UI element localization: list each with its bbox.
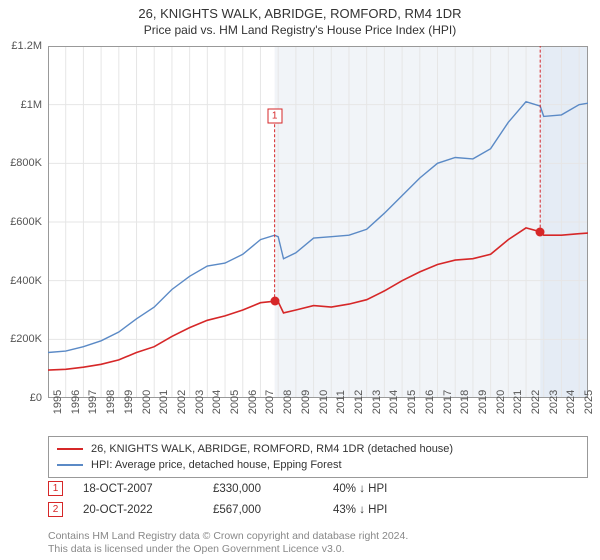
x-tick-label: 2017 [442, 390, 454, 414]
chart-title: 26, KNIGHTS WALK, ABRIDGE, ROMFORD, RM4 … [0, 0, 600, 21]
x-tick-label: 2016 [424, 390, 436, 414]
x-tick-label: 2003 [194, 390, 206, 414]
x-tick-label: 2009 [300, 390, 312, 414]
sale-marker-icon: 1 [48, 481, 63, 496]
sale-date: 20-OCT-2022 [83, 504, 193, 516]
sales-table: 1 18-OCT-2007 £330,000 40% ↓ HPI 2 20-OC… [48, 478, 588, 520]
x-tick-label: 2001 [158, 390, 170, 414]
legend-label: HPI: Average price, detached house, Eppi… [91, 457, 342, 473]
chart-container: 26, KNIGHTS WALK, ABRIDGE, ROMFORD, RM4 … [0, 0, 600, 560]
x-tick-label: 1995 [52, 390, 64, 414]
x-tick-label: 2022 [530, 390, 542, 414]
sale-date: 18-OCT-2007 [83, 483, 193, 495]
sale-marker-icon: 2 [48, 502, 63, 517]
x-tick-label: 2015 [406, 390, 418, 414]
line-chart-svg [48, 46, 588, 398]
x-tick-label: 2012 [353, 390, 365, 414]
x-tick-label: 2004 [211, 390, 223, 414]
x-tick-label: 2008 [282, 390, 294, 414]
footer-line: Contains HM Land Registry data © Crown c… [48, 530, 408, 543]
x-tick-label: 2011 [335, 390, 347, 414]
y-tick-label: £800K [0, 157, 42, 169]
x-tick-label: 2010 [318, 390, 330, 414]
legend-swatch [57, 448, 83, 450]
legend-swatch [57, 464, 83, 466]
x-tick-label: 2006 [247, 390, 259, 414]
x-tick-label: 2014 [388, 390, 400, 414]
y-tick-label: £400K [0, 275, 42, 287]
legend: 26, KNIGHTS WALK, ABRIDGE, ROMFORD, RM4 … [48, 436, 588, 478]
sale-dot [270, 297, 279, 306]
legend-label: 26, KNIGHTS WALK, ABRIDGE, ROMFORD, RM4 … [91, 441, 453, 457]
legend-row: HPI: Average price, detached house, Eppi… [57, 457, 579, 473]
x-tick-label: 2018 [459, 390, 471, 414]
x-tick-label: 2021 [512, 390, 524, 414]
sales-row: 1 18-OCT-2007 £330,000 40% ↓ HPI [48, 478, 588, 499]
legend-row: 26, KNIGHTS WALK, ABRIDGE, ROMFORD, RM4 … [57, 441, 579, 457]
x-tick-label: 2023 [548, 390, 560, 414]
y-tick-label: £1M [0, 99, 42, 111]
x-tick-label: 1998 [105, 390, 117, 414]
x-tick-label: 1997 [87, 390, 99, 414]
sale-marker-flag: 1 [267, 109, 282, 124]
y-tick-label: £1.2M [0, 40, 42, 52]
x-tick-label: 1999 [123, 390, 135, 414]
x-tick-label: 2005 [229, 390, 241, 414]
x-tick-label: 1996 [70, 390, 82, 414]
x-tick-label: 2024 [565, 390, 577, 414]
x-tick-label: 2013 [371, 390, 383, 414]
x-tick-label: 2002 [176, 390, 188, 414]
sale-dot [536, 227, 545, 236]
y-tick-label: £600K [0, 216, 42, 228]
y-tick-label: £200K [0, 333, 42, 345]
x-tick-label: 2007 [264, 390, 276, 414]
x-tick-label: 2019 [477, 390, 489, 414]
footer-line: This data is licensed under the Open Gov… [48, 543, 408, 556]
sale-price: £330,000 [213, 483, 313, 495]
sales-row: 2 20-OCT-2022 £567,000 43% ↓ HPI [48, 499, 588, 520]
sale-price: £567,000 [213, 504, 313, 516]
sale-hpi-diff: 40% ↓ HPI [333, 483, 453, 495]
footer-attribution: Contains HM Land Registry data © Crown c… [48, 530, 408, 556]
x-tick-label: 2020 [495, 390, 507, 414]
chart-plot-area: £0£200K£400K£600K£800K£1M£1.2M 199519961… [48, 46, 588, 398]
sale-hpi-diff: 43% ↓ HPI [333, 504, 453, 516]
x-tick-label: 2000 [141, 390, 153, 414]
y-tick-label: £0 [0, 392, 42, 404]
x-tick-label: 2025 [583, 390, 595, 414]
chart-subtitle: Price paid vs. HM Land Registry's House … [0, 21, 600, 41]
